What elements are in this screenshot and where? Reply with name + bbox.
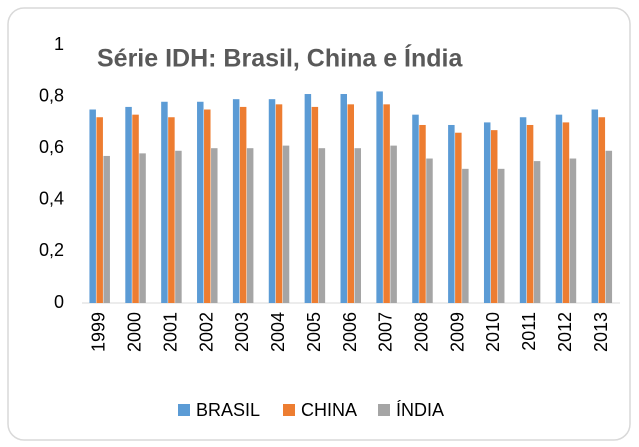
bar: [455, 132, 462, 303]
bar: [304, 94, 312, 304]
y-tick-label: 0,8: [39, 85, 64, 105]
bar: [419, 124, 426, 303]
legend-label: ÍNDIA: [396, 400, 444, 420]
bar: [246, 148, 254, 303]
x-tick-label: 1999: [89, 312, 109, 352]
bar: [268, 99, 276, 304]
bar: [354, 148, 361, 303]
bar: [197, 101, 204, 303]
bar: [175, 150, 182, 303]
bar: [211, 148, 218, 303]
bar: [161, 101, 168, 303]
bar: [412, 114, 419, 303]
bar: [168, 117, 175, 304]
x-tick-label: 2002: [196, 312, 216, 352]
x-tick-label: 2006: [340, 312, 360, 352]
x-tick-label: 2004: [268, 312, 288, 352]
x-tick-label: 2010: [483, 312, 503, 352]
bar: [275, 104, 283, 303]
legend-label: CHINA: [301, 400, 357, 420]
bar: [103, 155, 110, 303]
bar: [490, 130, 498, 303]
legend-swatch: [378, 404, 390, 416]
bar: [125, 106, 132, 303]
legend-label: BRASIL: [196, 400, 260, 420]
y-tick-label: 1: [54, 34, 64, 54]
bar: [318, 148, 326, 303]
bar: [96, 117, 103, 304]
bar: [383, 104, 390, 303]
bar: [569, 158, 577, 303]
x-tick-label: 2012: [555, 312, 575, 352]
bar: [311, 106, 319, 303]
bar: [605, 150, 613, 303]
bar: [598, 117, 606, 304]
bar: [533, 161, 541, 303]
x-tick-label: 2009: [447, 312, 467, 352]
bar: [555, 114, 563, 303]
bar: [390, 145, 397, 303]
bar: [282, 145, 290, 303]
y-tick-label: 0,6: [39, 137, 64, 157]
bar: [591, 109, 599, 303]
y-tick-label: 0,2: [39, 240, 64, 260]
x-tick-label: 2005: [304, 312, 324, 352]
x-tick-label: 2007: [376, 312, 396, 352]
y-tick-label: 0: [54, 292, 64, 312]
legend-swatch: [178, 404, 190, 416]
bar: [347, 104, 354, 303]
chart-title: Série IDH: Brasil, China e Índia: [97, 44, 463, 73]
x-tick-label: 2011: [519, 312, 539, 351]
bar: [526, 124, 534, 303]
bar: [204, 109, 211, 303]
bar: [497, 168, 505, 303]
bar: [462, 168, 469, 303]
bar: [132, 114, 139, 303]
bar: [139, 153, 146, 303]
x-tick-label: 2000: [125, 312, 145, 352]
x-tick-label: 2008: [411, 312, 431, 352]
bar: [89, 109, 96, 303]
x-tick-label: 2003: [232, 312, 252, 352]
x-tick-label: 2013: [591, 312, 611, 352]
x-tick-label: 2001: [160, 312, 180, 352]
bar: [376, 91, 383, 303]
bar: [483, 122, 491, 304]
bar: [340, 94, 347, 304]
bar: [232, 99, 240, 304]
bar: [519, 117, 527, 304]
bar: [448, 124, 455, 303]
bar: [239, 106, 247, 303]
legend-swatch: [283, 404, 295, 416]
bar: [426, 158, 433, 303]
y-tick-label: 0,4: [39, 189, 64, 209]
bar: [562, 122, 570, 304]
